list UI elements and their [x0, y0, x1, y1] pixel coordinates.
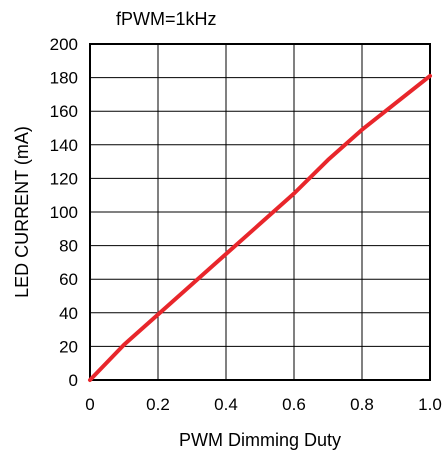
y-tick-label: 20 — [59, 337, 78, 356]
series-line — [88, 73, 432, 382]
y-tick-label: 140 — [50, 136, 78, 155]
y-tick-label: 200 — [50, 35, 78, 54]
x-axis-label: PWM Dimming Duty — [179, 430, 341, 450]
y-tick-label: 60 — [59, 270, 78, 289]
series-layer — [88, 73, 432, 382]
y-tick-labels: 0 20 40 60 80 100 120 140 160 180 200 — [50, 35, 78, 390]
y-tick-label: 180 — [50, 69, 78, 88]
grid — [90, 44, 430, 380]
y-tick-label: 120 — [50, 169, 78, 188]
x-tick-label: 1.0 — [418, 395, 442, 414]
x-tick-label: 0.6 — [282, 395, 306, 414]
x-tick-label: 0.2 — [146, 395, 170, 414]
y-tick-label: 100 — [50, 203, 78, 222]
y-tick-label: 80 — [59, 237, 78, 256]
x-tick-label: 0.8 — [350, 395, 374, 414]
x-tick-label: 0 — [85, 395, 94, 414]
y-tick-label: 0 — [69, 371, 78, 390]
x-tick-label: 0.4 — [214, 395, 238, 414]
plot-frame — [89, 43, 431, 381]
y-axis-label: LED CURRENT (mA) — [12, 126, 32, 298]
condition-label: fPWM=1kHz — [116, 9, 217, 29]
y-tick-label: 160 — [50, 102, 78, 121]
x-tick-labels: 0 0.2 0.4 0.6 0.8 1.0 — [85, 395, 442, 414]
y-tick-label: 40 — [59, 304, 78, 323]
